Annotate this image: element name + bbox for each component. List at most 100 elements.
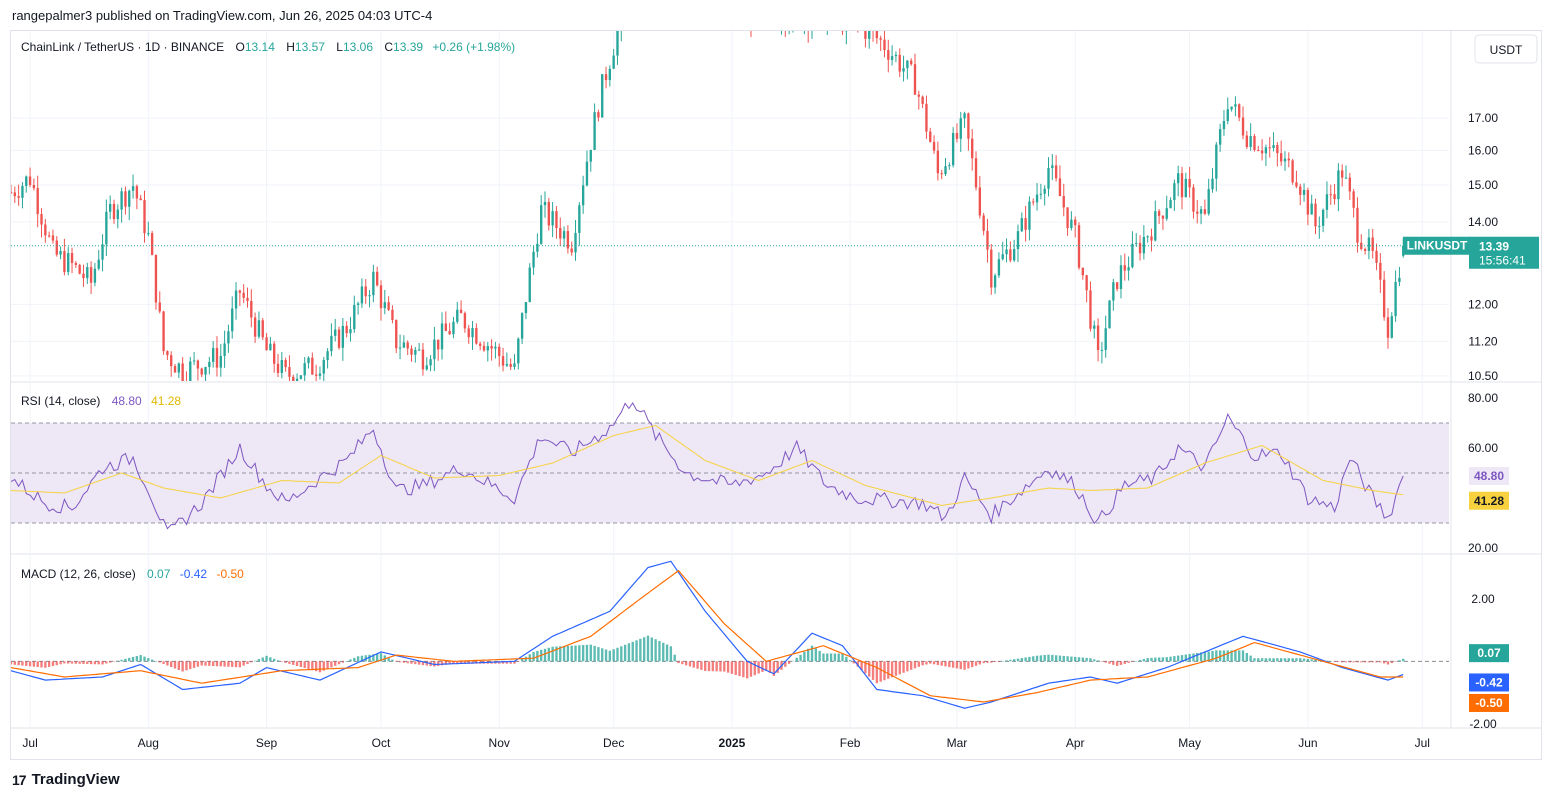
candle-body xyxy=(990,249,993,288)
candle-body xyxy=(131,186,135,191)
x-tick-label: Sep xyxy=(256,736,278,750)
macd-hist-bar xyxy=(143,656,146,662)
macd-hist-bar xyxy=(726,661,730,673)
candle-body xyxy=(1238,104,1241,118)
macd-hist-bar xyxy=(791,660,795,662)
candle-body xyxy=(1161,215,1165,219)
x-tick-label: Oct xyxy=(372,736,391,750)
macd-hist-bar xyxy=(1096,660,1100,662)
macd-hist-bar xyxy=(894,661,898,676)
candle-body xyxy=(1146,236,1149,238)
candle-body xyxy=(1394,281,1397,317)
candle-body xyxy=(334,329,337,336)
candle-body xyxy=(78,264,81,274)
candle-body xyxy=(36,188,39,215)
macd-hist-bar xyxy=(1230,650,1233,662)
open-value: 13.14 xyxy=(245,40,275,54)
candle-body xyxy=(1028,201,1031,230)
candle-body xyxy=(196,360,200,369)
candle-body xyxy=(1398,277,1401,282)
candle-body xyxy=(1230,106,1233,110)
candle-body xyxy=(1211,178,1214,190)
macd-hist-bar xyxy=(1051,654,1054,662)
macd-hist-bar xyxy=(864,661,867,674)
candle-body xyxy=(898,54,901,72)
macd-hist-bar xyxy=(1310,659,1313,662)
macd-hist-bar xyxy=(379,653,383,662)
macd-hist-bar xyxy=(303,661,306,669)
macd-hist-bar xyxy=(1337,661,1340,662)
macd-hist-bar xyxy=(1066,656,1069,662)
macd-value-tag xyxy=(1469,673,1509,692)
currency-button[interactable]: USDT xyxy=(1474,34,1538,64)
candle-body xyxy=(372,271,375,296)
macd-hist-bar xyxy=(67,661,70,664)
macd-hist-bar xyxy=(921,661,924,666)
macd-hist-bar xyxy=(1226,650,1229,662)
candle-body xyxy=(1272,145,1275,149)
macd-hist-bar xyxy=(414,661,417,665)
candle-body xyxy=(59,251,62,255)
macd-hist-bar xyxy=(684,661,688,666)
candle-body xyxy=(93,268,97,283)
macd-hist-bar xyxy=(1085,657,1088,662)
candle-body xyxy=(1138,242,1142,254)
candle-body xyxy=(1386,317,1390,338)
price-tick-label: 10.50 xyxy=(1468,369,1498,383)
candle-body xyxy=(1325,194,1329,210)
candle-body xyxy=(890,56,894,60)
macd-hist-bar xyxy=(768,661,772,674)
macd-hist-bar xyxy=(505,661,509,664)
candle-body xyxy=(170,355,173,367)
candle-body xyxy=(467,328,470,338)
candle-body xyxy=(471,327,474,338)
symbol-title: ChainLink / TetherUS · 1D · BINANCE xyxy=(21,40,224,54)
macd-hist-bar xyxy=(1028,656,1031,662)
candle-body xyxy=(21,185,24,198)
candle-body xyxy=(452,321,455,335)
macd-hist-bar xyxy=(25,661,28,666)
macd-hist-bar xyxy=(1382,661,1386,664)
candle-body xyxy=(44,224,47,236)
candle-body xyxy=(520,313,524,339)
candle-body xyxy=(1024,218,1027,230)
candle-body xyxy=(887,50,890,60)
candle-body xyxy=(601,74,604,118)
candle-body xyxy=(936,150,940,174)
candle-body xyxy=(257,320,261,337)
macd-hist-bar xyxy=(574,645,577,662)
macd-hist-bar xyxy=(581,645,585,662)
macd-hist-bar xyxy=(223,661,226,667)
macd-hist-bar xyxy=(635,640,638,662)
macd-hist-bar xyxy=(219,661,222,667)
macd-hist-bar xyxy=(1100,661,1104,662)
candle-body xyxy=(1157,211,1161,216)
candle-body xyxy=(1268,147,1271,149)
macd-hist-bar xyxy=(929,661,932,664)
macd-hist-bar xyxy=(1047,654,1050,662)
macd-hist-bar xyxy=(1283,658,1287,662)
x-tick-label: Jul xyxy=(22,736,37,750)
candle-body xyxy=(505,363,509,366)
macd-hist-bar xyxy=(654,639,657,662)
candle-body xyxy=(398,347,402,349)
rsi-band xyxy=(11,423,1449,523)
candle-body xyxy=(1169,200,1172,209)
macd-hist-bar xyxy=(646,635,650,662)
macd-hist-bar xyxy=(734,661,737,675)
candle-body xyxy=(204,367,207,375)
candle-body xyxy=(616,31,619,56)
rsi-ma-value: 41.28 xyxy=(151,394,181,408)
candle-body xyxy=(482,345,486,351)
x-tick-label: Aug xyxy=(138,736,159,750)
macd-hist-bar xyxy=(74,661,78,664)
macd-hist-bar xyxy=(1268,658,1271,662)
candle-body xyxy=(562,231,566,239)
candle-body xyxy=(135,186,139,199)
macd-hist-bar xyxy=(631,641,634,662)
candle-body xyxy=(74,262,78,265)
macd-hist-bar xyxy=(501,661,505,664)
macd-hist-bar xyxy=(1299,658,1302,662)
